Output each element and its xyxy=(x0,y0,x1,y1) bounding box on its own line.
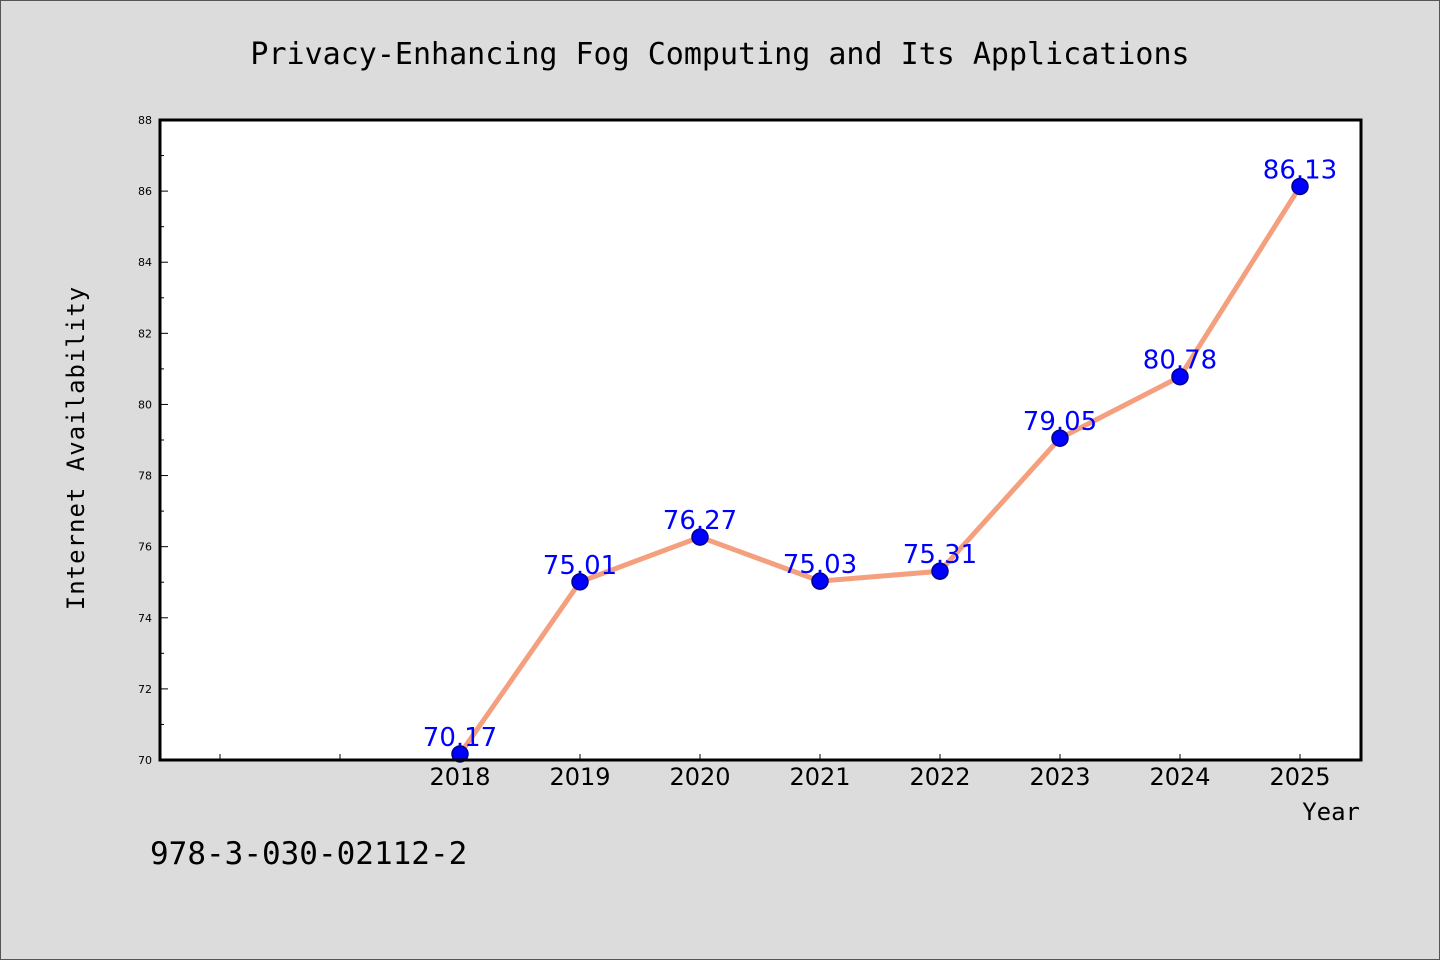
data-point-marker xyxy=(811,572,829,590)
isbn-caption: 978-3-030-02112-2 xyxy=(150,836,467,872)
series-markers xyxy=(451,177,1309,763)
data-point-label: 75.31 xyxy=(903,540,977,570)
x-tick-label: 2021 xyxy=(789,763,850,791)
x-tick-label: 2018 xyxy=(429,763,490,791)
data-point-label: 70.17 xyxy=(423,723,497,753)
data-point-marker xyxy=(1171,367,1189,386)
series-line xyxy=(457,183,1303,757)
x-tick-label: 2023 xyxy=(1029,763,1090,791)
series-line-path xyxy=(457,183,1303,757)
data-point-marker xyxy=(1291,177,1309,196)
data-point-label: 86.13 xyxy=(1263,155,1337,185)
y-tick-label: 88 xyxy=(138,114,152,127)
data-point-label: 75.01 xyxy=(543,551,617,581)
data-point-marker xyxy=(931,562,949,580)
plot-frame xyxy=(158,118,1363,762)
y-tick-label: 76 xyxy=(138,541,152,554)
data-point-label: 79.05 xyxy=(1023,407,1097,437)
data-point-marker xyxy=(451,745,469,763)
x-tick-label: 2025 xyxy=(1269,763,1330,791)
y-tick-label: 70 xyxy=(138,754,152,767)
x-axis-label: Year xyxy=(1302,798,1360,826)
y-tick-label: 72 xyxy=(138,683,152,696)
data-point-label: 75.03 xyxy=(783,550,857,580)
data-point-label: 76.27 xyxy=(663,506,737,536)
plot-area xyxy=(160,120,1361,760)
x-tick-label: 2020 xyxy=(669,763,730,791)
y-axis-label: Internet Availability xyxy=(62,286,90,610)
x-tick-label: 2022 xyxy=(909,763,970,791)
data-point-marker xyxy=(691,528,709,546)
x-axis-ticks: 2018 2019 2020 2021 2022 2023 2024 2025 xyxy=(219,754,1331,791)
data-point-label: 80.78 xyxy=(1143,346,1217,376)
x-tick-label: 2024 xyxy=(1149,763,1210,791)
y-tick-label: 78 xyxy=(138,470,152,483)
data-point-marker xyxy=(571,573,589,591)
y-tick-label: 86 xyxy=(138,185,152,198)
x-tick-label: 2019 xyxy=(549,763,610,791)
chart-title: Privacy-Enhancing Fog Computing and Its … xyxy=(250,37,1189,72)
data-labels: 70.17 75.01 76.27 75.03 75.31 79.05 80.78 86.13 xyxy=(423,155,1337,752)
y-tick-label: 82 xyxy=(138,327,152,340)
y-tick-label: 80 xyxy=(138,398,152,411)
y-tick-label: 84 xyxy=(138,256,152,269)
data-point-marker xyxy=(1051,429,1069,447)
y-tick-label: 74 xyxy=(138,612,152,625)
